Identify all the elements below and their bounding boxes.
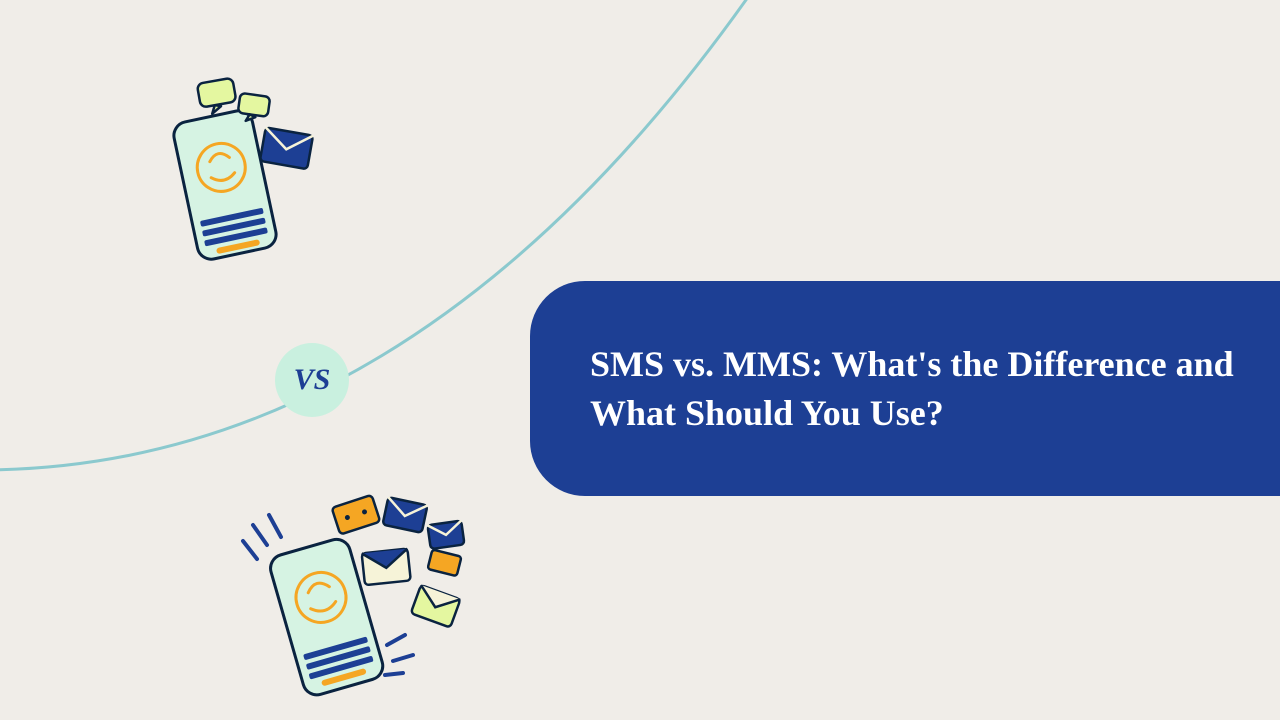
title-card: SMS vs. MMS: What's the Difference and W… xyxy=(530,281,1280,496)
vs-badge: VS xyxy=(275,343,349,417)
vs-label: VS xyxy=(294,363,331,397)
title-text: SMS vs. MMS: What's the Difference and W… xyxy=(590,340,1260,437)
phone-illustration-bottom xyxy=(235,475,485,705)
phone-illustration-top xyxy=(155,75,335,265)
